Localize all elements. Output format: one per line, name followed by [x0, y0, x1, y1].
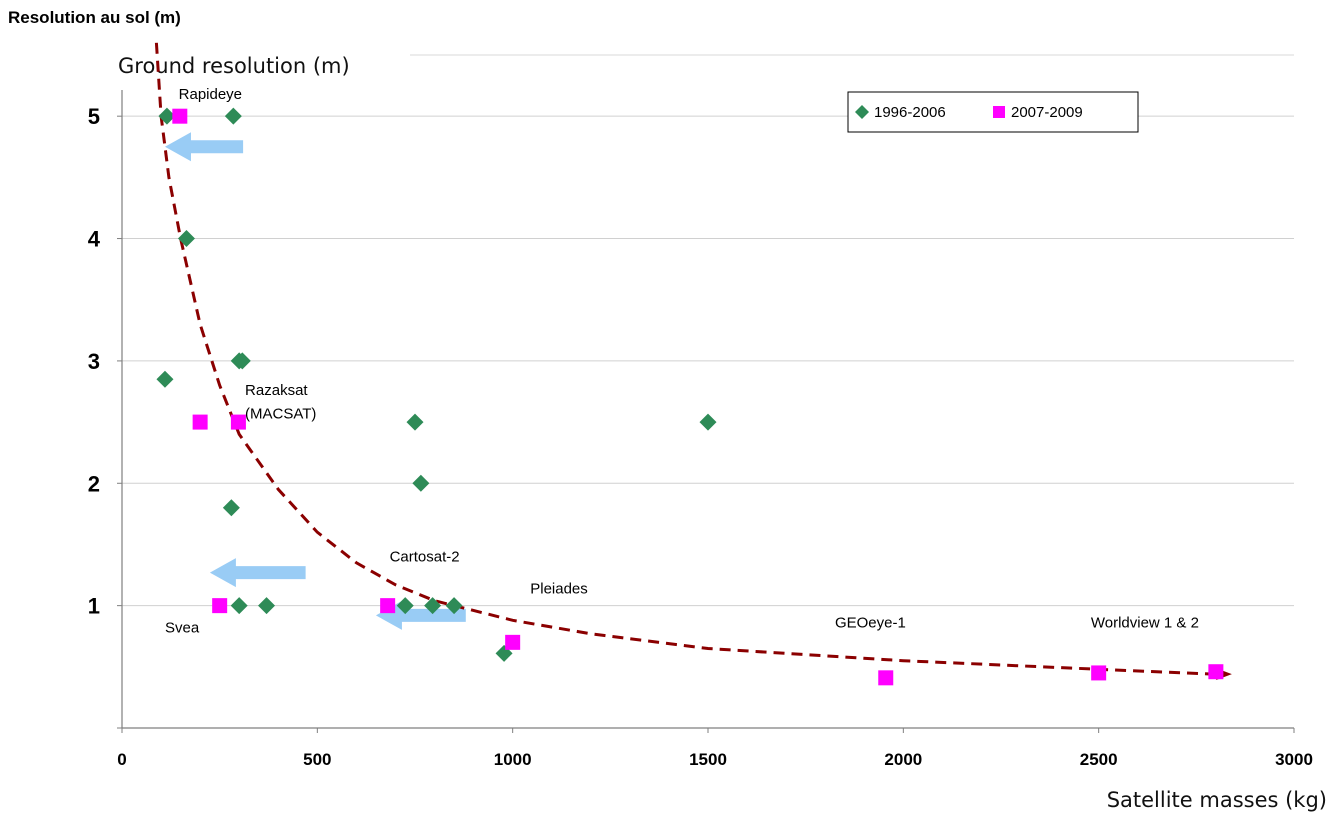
annotation-3: (MACSAT) [245, 405, 316, 422]
y-tick-label-3: 3 [88, 349, 100, 374]
point-1996-2006-9 [412, 474, 430, 492]
point-1996-2006-2 [224, 107, 242, 125]
x-tick-label-3000: 3000 [1275, 750, 1313, 769]
y-tick-label-4: 4 [88, 227, 101, 252]
legend-marker-2 [993, 106, 1005, 118]
point-1996-2006-6 [156, 370, 174, 388]
point-1996-2006-7 [406, 413, 424, 431]
annotation-1: Rapideye [179, 86, 242, 103]
annotation-7: GEOeye-1 [835, 615, 906, 632]
point-1996-2006-8 [699, 413, 717, 431]
chart-title: Resolution au sol (m) [8, 8, 181, 27]
point-2007-2009-5 [380, 598, 396, 614]
y-tick-label-1: 1 [88, 594, 100, 619]
point-2007-2009-3 [230, 414, 246, 430]
point-1996-2006-16 [495, 644, 513, 662]
left-arrow-3 [375, 600, 466, 630]
point-1996-2006-5 [233, 352, 251, 370]
annotation-6: Pleiades [530, 580, 588, 597]
annotation-4: Svea [165, 620, 200, 637]
legend-marker-1 [855, 105, 869, 119]
point-2007-2009-1 [172, 108, 188, 124]
point-1996-2006-12 [258, 597, 276, 615]
point-1996-2006-3 [177, 230, 195, 248]
legend-label-2: 2007-2009 [1011, 104, 1083, 121]
point-1996-2006-15 [445, 597, 463, 615]
left-arrow-1 [164, 132, 244, 162]
annotation-5: Cartosat-2 [390, 549, 460, 566]
point-2007-2009-6 [505, 634, 521, 650]
point-2007-2009-9 [1208, 664, 1224, 680]
point-2007-2009-7 [878, 670, 894, 686]
point-2007-2009-4 [212, 598, 228, 614]
point-2007-2009-2 [192, 414, 208, 430]
annotation-2: Razaksat [245, 382, 308, 399]
x-axis-label: Satellite masses (kg) [1106, 788, 1327, 812]
point-1996-2006-14 [424, 597, 442, 615]
x-tick-label-500: 500 [303, 750, 331, 769]
point-1996-2006-13 [396, 597, 414, 615]
point-1996-2006-11 [230, 597, 248, 615]
x-tick-label-1000: 1000 [494, 750, 532, 769]
left-arrow-2 [209, 558, 306, 588]
y-tick-label-2: 2 [88, 471, 100, 496]
x-tick-label-1500: 1500 [689, 750, 727, 769]
point-2007-2009-8 [1091, 665, 1107, 681]
x-tick-label-2000: 2000 [884, 750, 922, 769]
point-1996-2006-1 [158, 107, 176, 125]
annotation-8: Worldview 1 & 2 [1091, 615, 1199, 632]
x-tick-label-2500: 2500 [1080, 750, 1118, 769]
y-tick-label-5: 5 [88, 104, 100, 129]
x-tick-label-0: 0 [117, 750, 126, 769]
trend-curve [154, 42, 1216, 676]
point-1996-2006-10 [222, 499, 240, 517]
legend-label-1: 1996-2006 [874, 104, 946, 121]
